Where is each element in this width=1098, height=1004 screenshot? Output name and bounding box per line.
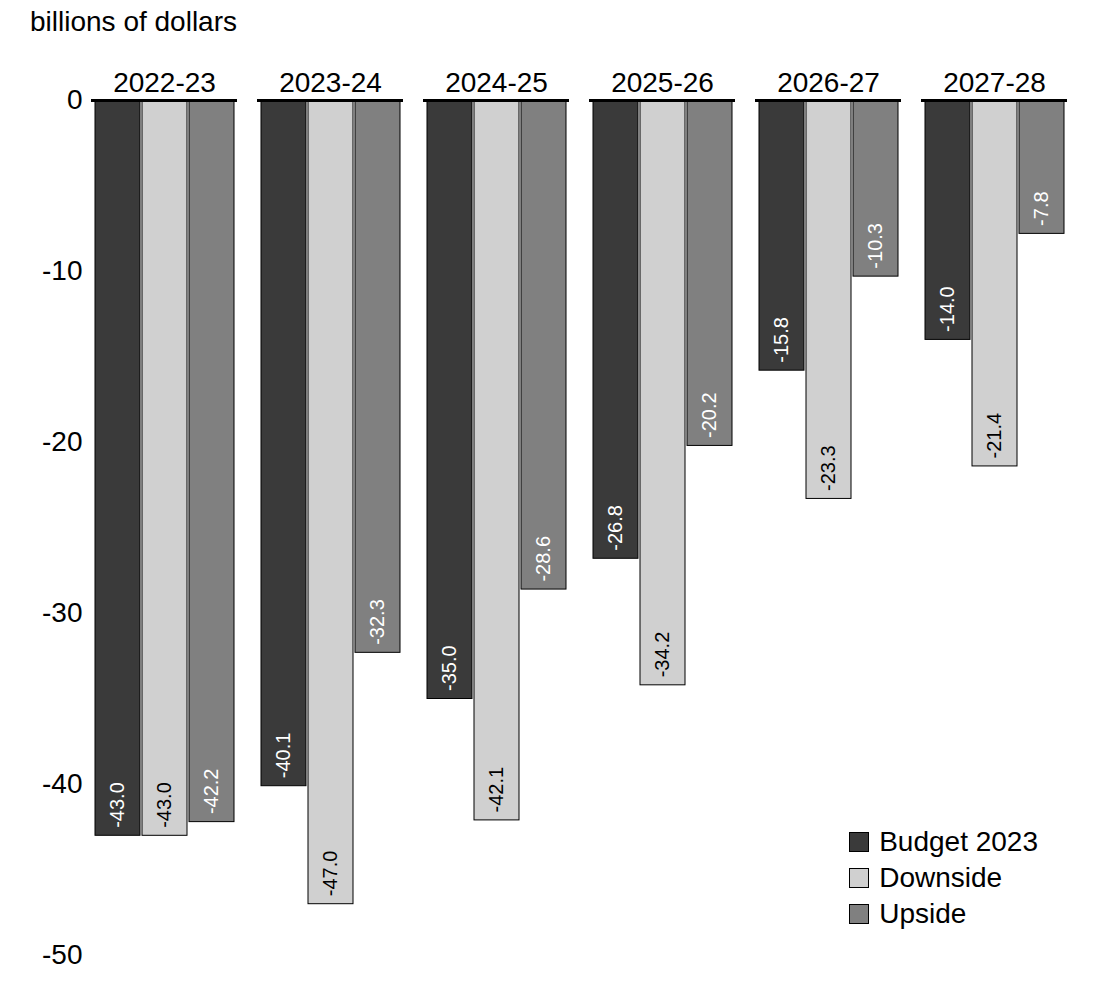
svg-text:-34.2: -34.2 bbox=[651, 632, 673, 678]
svg-text:-42.2: -42.2 bbox=[200, 769, 222, 815]
svg-text:-28.6: -28.6 bbox=[532, 536, 554, 582]
svg-text:-20: -20 bbox=[42, 426, 82, 457]
svg-text:2027-28: 2027-28 bbox=[943, 67, 1046, 98]
svg-text:-40.1: -40.1 bbox=[272, 733, 294, 779]
svg-text:-20.2: -20.2 bbox=[698, 392, 720, 438]
svg-text:2025-26: 2025-26 bbox=[611, 67, 714, 98]
svg-text:-7.8: -7.8 bbox=[1030, 191, 1052, 225]
svg-text:2024-25: 2024-25 bbox=[445, 67, 548, 98]
svg-text:-43.0: -43.0 bbox=[106, 782, 128, 828]
svg-text:2022-23: 2022-23 bbox=[113, 67, 216, 98]
html-text:Budget 2023: Budget 2023 bbox=[879, 826, 1038, 857]
svg-text:0: 0 bbox=[67, 84, 83, 115]
svg-text:-10: -10 bbox=[42, 255, 82, 286]
svg-text:-10.3: -10.3 bbox=[864, 223, 886, 269]
svg-text:2023-24: 2023-24 bbox=[279, 67, 382, 98]
svg-text:-26.8: -26.8 bbox=[604, 505, 626, 551]
html-text:Upside: Upside bbox=[879, 898, 967, 929]
svg-text:-50: -50 bbox=[42, 939, 82, 970]
svg-text:-23.3: -23.3 bbox=[817, 445, 839, 491]
svg-text:-21.4: -21.4 bbox=[983, 413, 1005, 459]
svg-text:-32.3: -32.3 bbox=[366, 599, 388, 645]
html-text:billions of dollars: billions of dollars bbox=[30, 6, 237, 37]
svg-text:-15.8: -15.8 bbox=[770, 317, 792, 363]
svg-text:-42.1: -42.1 bbox=[485, 767, 507, 813]
svg-text:-30: -30 bbox=[42, 597, 82, 628]
html-text:Downside: Downside bbox=[879, 862, 1003, 893]
svg-text:-14.0: -14.0 bbox=[936, 286, 958, 332]
svg-text:-40: -40 bbox=[42, 768, 82, 799]
svg-text:-43.0: -43.0 bbox=[153, 782, 175, 828]
svg-text:-35.0: -35.0 bbox=[438, 645, 460, 691]
svg-text:2026-27: 2026-27 bbox=[777, 67, 880, 98]
svg-text:-47.0: -47.0 bbox=[319, 851, 341, 897]
